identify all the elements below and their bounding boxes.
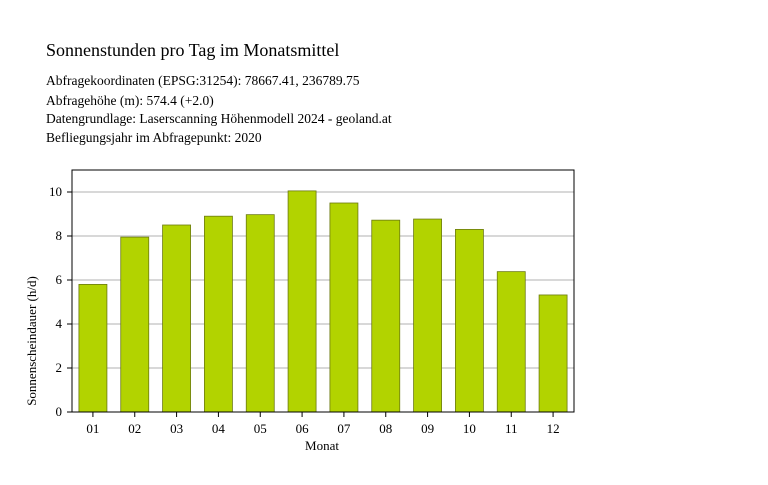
y-tick-label: 4 xyxy=(56,316,63,331)
bar-03 xyxy=(162,224,191,413)
flight-year: Befliegungsjahr im Abfragepunkt: 2020 xyxy=(46,130,262,145)
x-tick-label: 09 xyxy=(421,421,434,436)
bars xyxy=(78,190,568,413)
chart-title: Sonnenstunden pro Tag im Monatsmittel xyxy=(46,40,340,60)
grid-lines xyxy=(72,191,574,369)
y-axis-ticks: 0 2 4 6 8 10 xyxy=(49,184,72,419)
plot-frame xyxy=(71,169,575,413)
x-tick-label: 06 xyxy=(296,421,310,436)
bar-06 xyxy=(287,190,317,413)
x-tick-label: 03 xyxy=(170,421,183,436)
query-coordinates: Abfragekoordinaten (EPSG:31254): 78667.4… xyxy=(46,73,360,88)
bar-08 xyxy=(371,219,401,413)
bar-01 xyxy=(78,283,108,413)
x-tick-label: 04 xyxy=(212,421,226,436)
x-tick-label: 05 xyxy=(254,421,267,436)
data-source: Datengrundlage: Laserscanning Höhenmodel… xyxy=(46,111,392,126)
bar-11 xyxy=(496,271,526,413)
x-tick-label: 11 xyxy=(505,421,518,436)
bar-07 xyxy=(329,202,359,413)
y-tick-label: 10 xyxy=(49,184,62,199)
y-tick-label: 6 xyxy=(56,272,63,287)
y-axis-label: Sonnenscheindauer (h/d) xyxy=(24,276,39,406)
bar-10 xyxy=(455,228,484,413)
y-tick-label: 0 xyxy=(56,404,63,419)
x-axis-label: Monat xyxy=(305,438,339,453)
bar-05 xyxy=(245,214,275,413)
x-tick-label: 12 xyxy=(547,421,560,436)
y-tick-label: 8 xyxy=(56,228,63,243)
x-tick-label: 02 xyxy=(128,421,141,436)
query-height: Abfragehöhe (m): 574.4 (+2.0) xyxy=(46,93,214,108)
x-tick-label: 08 xyxy=(379,421,392,436)
x-tick-label: 07 xyxy=(337,421,351,436)
bar-04 xyxy=(204,215,233,413)
bar-02 xyxy=(120,236,150,413)
x-axis-ticks: 01 02 03 04 05 06 07 08 09 10 11 12 xyxy=(86,412,560,436)
bar-12 xyxy=(538,294,568,413)
y-tick-label: 2 xyxy=(56,360,63,375)
bar-09 xyxy=(413,218,442,413)
x-tick-label: 10 xyxy=(463,421,476,436)
x-tick-label: 01 xyxy=(86,421,99,436)
